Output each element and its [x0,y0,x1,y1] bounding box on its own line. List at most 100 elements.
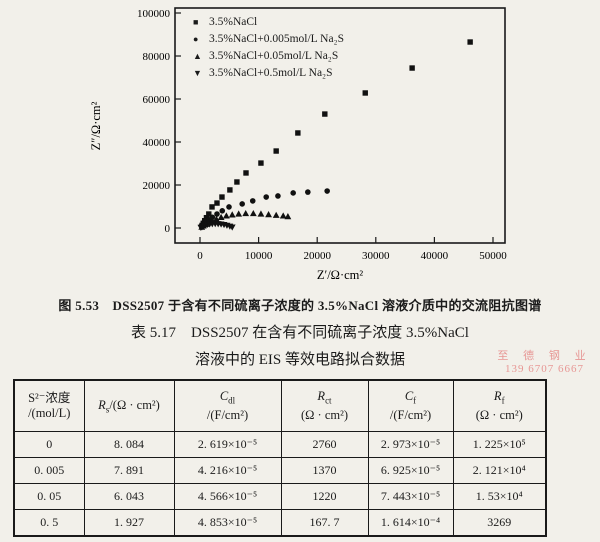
square-point [295,130,301,136]
legend-item-0005: ● 3.5%NaCl+0.005mol/L Na₂S [193,31,344,48]
triangle-up-point [228,211,236,218]
x-tick-label: 50000 [479,250,507,262]
table-row: 0 8. 084 2. 619×10⁻⁵ 2760 2. 973×10⁻⁵ 1.… [13,431,547,458]
cell-s2: 0. 5 [13,509,85,537]
square-point [219,194,225,200]
square-marker-icon: ■ [193,17,199,27]
square-point [467,39,473,45]
header-symbol: C [219,388,229,403]
y-tick-label: 40000 [143,137,171,149]
triangle-up-point [249,209,257,217]
table-title-line1: 表 5.17 DSS2507 在含有不同硫离子浓度 3.5%NaCl [131,325,469,341]
cell-cdl: 2. 619×10⁻⁵ [173,431,282,458]
square-point [234,179,240,185]
col-header-rf: Rf (Ω · cm²) [452,379,547,432]
square-point [209,204,215,210]
circle-point [239,201,245,207]
table-row: 0. 005 7. 891 4. 216×10⁻⁵ 1370 6. 925×10… [13,457,547,484]
circle-point [305,189,311,195]
header-unit: /(Ω · cm²) [109,397,160,412]
eis-nyquist-chart: 0 10000 20000 30000 40000 50000 0 20000 40000 600… [89,7,507,282]
x-tick-label: 0 [197,250,203,262]
circle-point [226,204,232,210]
header-symbol: C [404,388,414,403]
triangle-up-point [235,210,243,217]
table-row: 0. 5 1. 927 4. 853×10⁻⁵ 167. 7 1. 614×10… [13,509,547,537]
cell-cf: 2. 973×10⁻⁵ [367,431,454,458]
triangle-up-point [284,212,292,220]
cell-rf: 2. 121×10⁴ [452,457,547,484]
legend-item-005: ▲ 3.5%NaCl+0.05mol/L Na₂S [193,48,344,65]
triangle-up-point [213,215,220,222]
table-row: 0. 05 6. 043 4. 566×10⁻⁵ 1220 7. 443×10⁻… [13,483,547,510]
header-subscript: f [413,395,417,406]
cell-cf: 1. 614×10⁻⁴ [367,509,454,537]
triangle-up-point [272,211,280,218]
y-tick-label: 20000 [143,180,171,192]
cell-cdl: 4. 566×10⁻⁵ [173,483,282,510]
square-point [227,187,233,193]
square-point [243,170,249,176]
cell-rs: 8. 084 [83,431,175,458]
legend-item-05: ▼ 3.5%NaCl+0.5mol/L Na₂S [193,65,344,82]
square-point [409,65,415,71]
cell-s2: 0 [13,431,85,458]
col-header-cf: Cf /(F/cm²) [367,379,454,432]
cell-rf: 1. 225×10⁵ [452,431,547,458]
red-stamp-watermark: 至 德 钢 业 139 6707 6667 [492,350,597,376]
chart-legend: ■ 3.5%NaCl ● 3.5%NaCl+0.005mol/L Na₂S ▲ … [193,14,344,82]
triangle-up-marker-icon: ▲ [193,51,202,61]
header-subscript: dl [228,395,236,406]
circle-point [324,188,330,194]
square-point [206,211,212,217]
triangle-up-point [242,209,250,217]
cell-rs: 7. 891 [83,457,175,484]
x-tick-label: 10000 [245,250,273,262]
data-points [197,39,473,231]
cell-rf: 3269 [452,509,547,537]
circle-point [290,190,296,196]
header-unit: (Ω · cm²) [300,408,349,423]
square-point [203,214,210,221]
cell-rs: 1. 927 [83,509,175,537]
cell-rct: 1220 [280,483,369,510]
square-point [322,111,328,117]
header-symbol: R [493,388,502,403]
square-point [273,148,279,154]
axis-ticks: 0 10000 20000 30000 40000 50000 0 20000 40000 600… [137,8,507,262]
header-symbol: R [317,388,326,403]
plot-frame [174,7,506,244]
triangle-up-point [222,212,230,219]
header-subscript: f [501,395,505,406]
cell-cdl: 4. 853×10⁻⁵ [173,509,282,537]
circle-point [275,193,281,199]
header-unit: (Ω · cm²) [475,408,523,423]
triangle-up-point [257,210,265,217]
cell-s2: 0. 005 [13,457,85,484]
triangle-down-marker-icon: ▼ [193,68,202,78]
legend-item-nacl: ■ 3.5%NaCl [193,14,344,31]
cell-cf: 7. 443×10⁻⁵ [367,483,454,510]
y-tick-label: 80000 [143,51,171,63]
col-header-cdl: Cdl /(F/cm²) [173,379,282,432]
x-tick-label: 40000 [421,250,449,262]
table-title-line2: 溶液中的 EIS 等效电路拟合数据 [194,352,405,368]
square-point [214,200,220,206]
legend-label: 3.5%NaCl+0.05mol/L Na₂S [209,50,339,62]
y-axis-label: Z″/Ω·cm² [89,101,103,150]
circle-point [219,208,226,214]
square-point [362,90,368,96]
header-text: S²⁻浓度 [28,391,71,405]
circle-point [263,194,270,200]
watermark-name: 至 德 钢 业 [497,350,592,362]
col-header-s2-concentration: S²⁻浓度 /(mol/L) [13,379,85,432]
circle-marker-icon: ● [193,34,199,44]
watermark-phone: 139 6707 6667 [505,363,584,375]
circle-point [209,214,216,221]
square-point [258,160,264,166]
y-tick-label: 60000 [143,94,171,106]
triangle-up-point [217,213,225,221]
eis-fitting-table: S²⁻浓度 /(mol/L) Rs/(Ω · cm²) Cdl /(F/cm²)… [13,379,547,537]
table-header-row: S²⁻浓度 /(mol/L) Rs/(Ω · cm²) Cdl /(F/cm²)… [13,379,547,432]
